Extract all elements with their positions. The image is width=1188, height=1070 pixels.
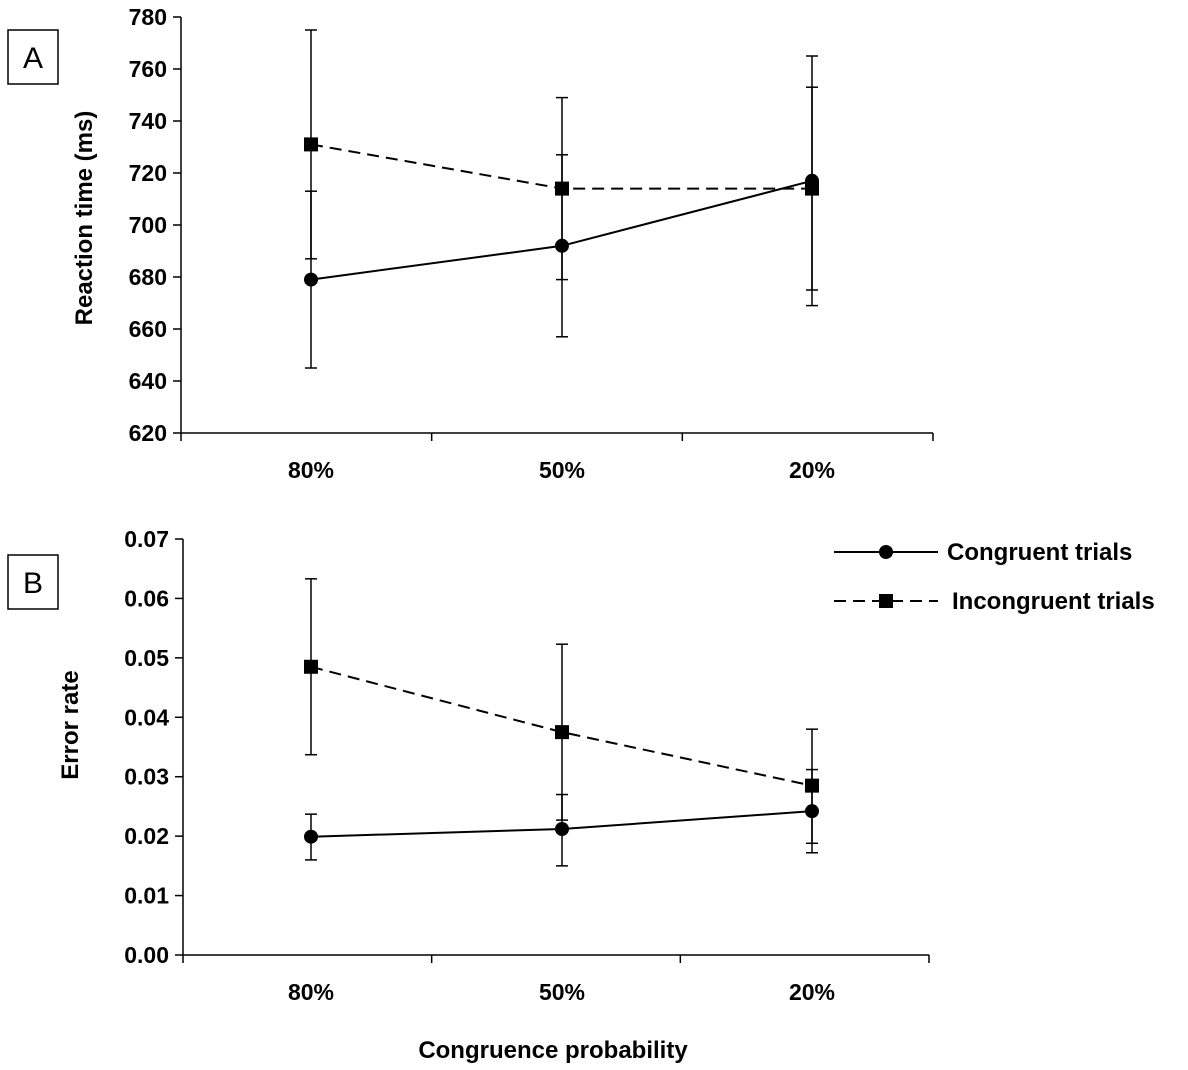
x-axis-title: Congruence probability: [418, 1037, 688, 1064]
panel-letter-box: [7, 554, 59, 610]
data-point-circle: [555, 822, 569, 837]
y-tick-label: 0.07: [124, 526, 169, 552]
y-tick-label: 740: [129, 108, 167, 134]
legend-label: Congruent trials: [947, 539, 1132, 566]
legend-marker-circle: [879, 545, 893, 559]
y-tick-label: 660: [129, 316, 167, 342]
y-tick-label: 700: [129, 212, 167, 238]
data-point-circle: [304, 272, 318, 287]
x-tick-label: 80%: [288, 457, 334, 483]
panel-b-error-rate-chart: 0.00 0.01 0.02 0.03 0.04 0.05 0.06 0.07 80% 50% 20…: [7, 526, 930, 1064]
series-incongruent: [304, 578, 819, 845]
x-tick-label: 20%: [789, 457, 835, 483]
panel-letter: B: [23, 567, 43, 600]
x-tick-label: 80%: [288, 979, 334, 1005]
y-axis-title: Error rate: [57, 670, 84, 779]
data-point-square: [805, 778, 819, 793]
x-tick-label: 50%: [539, 979, 585, 1005]
y-axis-title: Reaction time (ms): [71, 111, 98, 326]
x-tick-label: 50%: [539, 457, 585, 483]
legend-item-incongruent: Incongruent trials: [834, 588, 1155, 615]
y-tick-label: 0.06: [124, 585, 169, 611]
data-point-square: [304, 659, 318, 674]
y-tick-label: 0.02: [124, 823, 169, 849]
y-tick-label: 0.01: [124, 883, 169, 909]
panel-letter-box: [7, 29, 59, 85]
data-point-circle: [304, 829, 318, 844]
panel-letter: A: [23, 42, 43, 75]
data-point-square: [555, 725, 569, 740]
y-tick-label: 720: [129, 160, 167, 186]
data-point-square: [304, 137, 318, 152]
y-tick-label: 760: [129, 56, 167, 82]
y-tick-label: 620: [129, 420, 167, 446]
legend-marker-square: [879, 594, 893, 608]
y-tick-label: 0.00: [124, 942, 169, 968]
panel-a-reaction-time-chart: 620 640 660 680 700 720 740 760 780 80% 50% 20% Reac…: [7, 4, 934, 483]
legend-item-congruent: Congruent trials: [834, 539, 1132, 566]
y-tick-label: 640: [129, 368, 167, 394]
y-tick-label: 0.04: [124, 704, 169, 730]
y-tick-label: 680: [129, 264, 167, 290]
legend: Congruent trials Incongruent trials: [834, 539, 1155, 615]
legend-label: Incongruent trials: [952, 588, 1155, 615]
x-tick-label: 20%: [789, 979, 835, 1005]
y-tick-label: 0.05: [124, 645, 169, 671]
y-tick-label: 780: [129, 4, 167, 30]
data-point-square: [555, 181, 569, 196]
data-point-square: [805, 181, 819, 196]
series-incongruent: [304, 29, 819, 291]
series-line: [310, 665, 813, 787]
y-tick-label: 0.03: [124, 764, 169, 790]
